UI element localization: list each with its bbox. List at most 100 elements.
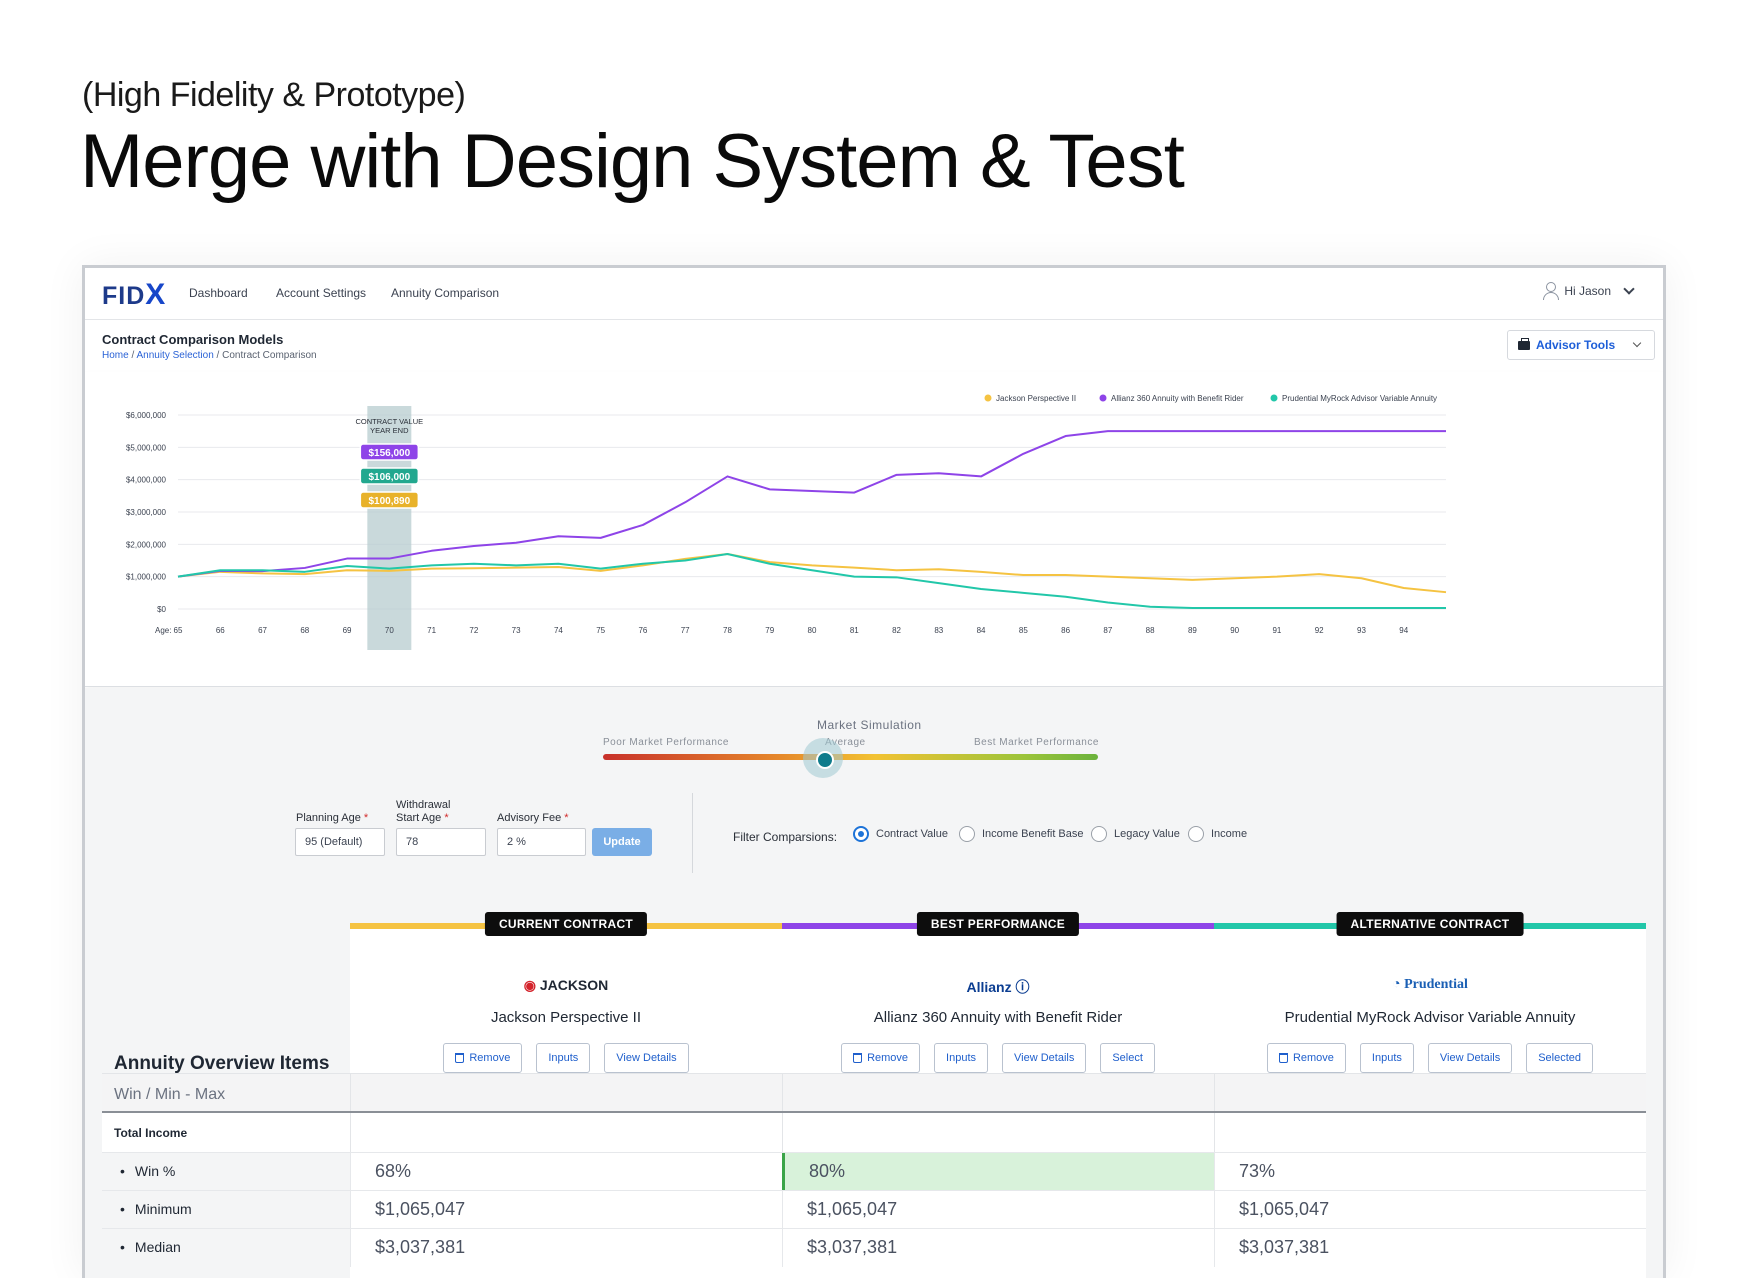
x-axis-prefix: Age:: [155, 626, 171, 635]
advisory-fee-input[interactable]: 2 %: [497, 828, 586, 856]
filter-contract-value[interactable]: Contract Value: [853, 826, 948, 842]
row-label: Win / Min - Max: [114, 1086, 226, 1103]
breadcrumb-annuity-selection[interactable]: Annuity Selection: [136, 350, 214, 361]
column-actions: Remove Inputs View Details Select: [782, 1043, 1214, 1073]
nav-annuity-comparison[interactable]: Annuity Comparison: [391, 286, 500, 300]
fidx-logo[interactable]: FIDX: [102, 278, 167, 311]
inputs-button[interactable]: Inputs: [934, 1043, 989, 1073]
selected-button[interactable]: Selected: [1526, 1043, 1594, 1073]
view-details-button[interactable]: View Details: [604, 1043, 689, 1073]
inputs-button[interactable]: Inputs: [536, 1043, 591, 1073]
x-tick-label: 94: [1399, 626, 1408, 635]
x-tick-label: 89: [1188, 626, 1197, 635]
legend-label: Allianz 360 Annuity with Benefit Rider: [1111, 394, 1244, 403]
annuity-overview-title: Annuity Overview Items: [114, 1053, 330, 1074]
highlight-value: $106,000: [368, 472, 410, 483]
x-tick-label: 67: [258, 626, 267, 635]
x-tick-label: 73: [512, 626, 521, 635]
breadcrumb-current: Contract Comparison: [222, 350, 317, 361]
withdrawal-start-age-label: Withdrawal Start Age *: [396, 799, 451, 824]
line-chart-svg: $0 $1,000,000 $2,000,000 $3,000,000 $4,000,0…: [126, 394, 1447, 650]
product-name: Jackson Perspective II: [490, 1009, 642, 1026]
slide-title: Merge with Design System & Test: [80, 119, 1185, 204]
highlight-value-tag: [359, 467, 420, 485]
x-tick-label: 85: [1019, 626, 1028, 635]
market-simulation-title: Market Simulation: [817, 718, 922, 732]
highlight-value-tag: [359, 443, 420, 461]
jackson-logo: ◉ JACKSON: [523, 977, 609, 993]
app-window: FIDX Dashboard Account Settings Annuity …: [82, 265, 1666, 1278]
select-button[interactable]: Select: [1100, 1043, 1155, 1073]
highlight-value: $100,890: [368, 496, 410, 507]
view-details-button[interactable]: View Details: [1427, 1043, 1513, 1073]
trash-icon: [455, 1053, 465, 1063]
briefcase-icon: [1518, 337, 1530, 350]
user-menu[interactable]: Hi Jason: [1542, 282, 1635, 300]
y-tick-label: $0: [157, 605, 166, 614]
prudential-logo-icon: ◔: [1392, 977, 1405, 992]
advisor-tools-label: Advisor Tools: [1536, 338, 1616, 352]
controls-and-table: Market Simulation Poor Market Performanc…: [85, 688, 1663, 1278]
planning-age-input[interactable]: 95 (Default): [295, 828, 385, 856]
row-label: Total Income: [114, 1126, 188, 1140]
chevron-down-icon: [1623, 283, 1635, 295]
user-icon: [1542, 282, 1560, 300]
column-actions: Remove Inputs View Details: [350, 1043, 782, 1073]
user-greeting: Hi Jason: [1564, 284, 1611, 298]
x-tick-label: 87: [1103, 626, 1112, 635]
advisor-tools-dropdown[interactable]: Advisor Tools: [1507, 330, 1655, 360]
x-tick-label: 69: [343, 626, 352, 635]
view-details-button[interactable]: View Details: [1002, 1043, 1087, 1073]
remove-button[interactable]: Remove: [841, 1043, 921, 1073]
x-tick-label: 88: [1146, 626, 1155, 635]
filter-income[interactable]: Income: [1188, 826, 1247, 842]
divider: [692, 793, 693, 873]
radio-icon: [1188, 826, 1204, 842]
trash-icon: [1278, 1053, 1288, 1063]
contract-value-chart: $0 $1,000,000 $2,000,000 $3,000,000 $4,000,0…: [85, 372, 1663, 687]
x-tick-label: 71: [427, 626, 436, 635]
nav-account-settings[interactable]: Account Settings: [276, 286, 367, 300]
radio-selected-icon: [853, 826, 869, 842]
x-tick-label: 91: [1272, 626, 1281, 635]
slide-subtitle: (High Fidelity & Prototype): [82, 76, 466, 114]
remove-button[interactable]: Remove: [1266, 1043, 1346, 1073]
update-button[interactable]: Update: [592, 828, 652, 856]
x-tick-label: 83: [934, 626, 943, 635]
table-row: Minimum $1,065,047 $1,065,047 $1,065,047: [102, 1191, 1646, 1229]
series-line: [177, 553, 1447, 594]
x-tick-label: 70: [385, 626, 394, 635]
advisory-fee-label: Advisory Fee *: [497, 812, 569, 824]
top-navigation: FIDX Dashboard Account Settings Annuity …: [85, 268, 1663, 320]
market-simulation-slider[interactable]: [603, 754, 1098, 760]
legend-marker: [1099, 394, 1107, 402]
table-cell: $1,065,047: [1214, 1191, 1646, 1228]
highlight-value-tag: [359, 491, 420, 509]
legend-marker: [984, 394, 992, 402]
inputs-button[interactable]: Inputs: [1359, 1043, 1414, 1073]
x-tick-label: 82: [892, 626, 901, 635]
highlight-band: [367, 406, 412, 650]
chevron-down-icon: [1632, 338, 1642, 348]
slider-handle[interactable]: [803, 738, 843, 778]
filter-income-benefit-base[interactable]: Income Benefit Base: [959, 826, 1084, 842]
x-tick-label: 74: [554, 626, 563, 635]
remove-button[interactable]: Remove: [443, 1043, 523, 1073]
series-line: [177, 430, 1446, 578]
withdrawal-start-age-input[interactable]: 78: [396, 828, 486, 856]
column-actions: Remove Inputs View Details Selected: [1214, 1043, 1646, 1073]
x-tick-label: 65: [174, 626, 183, 635]
filter-legacy-value[interactable]: Legacy Value: [1091, 826, 1180, 842]
table-cell: $3,037,381: [1214, 1229, 1646, 1267]
y-tick-label: $5,000,000: [126, 443, 167, 452]
nav-dashboard[interactable]: Dashboard: [189, 286, 248, 300]
breadcrumb-home[interactable]: Home: [102, 350, 129, 361]
table-row: Median $3,037,381 $3,037,381 $3,037,381: [102, 1229, 1646, 1267]
allianz-logo: Allianz ⓘ: [966, 979, 1030, 995]
best-performance-badge: BEST PERFORMANCE: [916, 912, 1080, 936]
filter-comparisons-label: Filter Comparsions:: [733, 830, 838, 844]
legend-label: Prudential MyRock Advisor Variable Annui…: [1282, 394, 1437, 403]
current-contract-badge: CURRENT CONTRACT: [484, 912, 648, 936]
product-name: Prudential MyRock Advisor Variable Annui…: [1284, 1009, 1576, 1026]
prudential-logo: ◔ Prudential: [1392, 977, 1468, 992]
